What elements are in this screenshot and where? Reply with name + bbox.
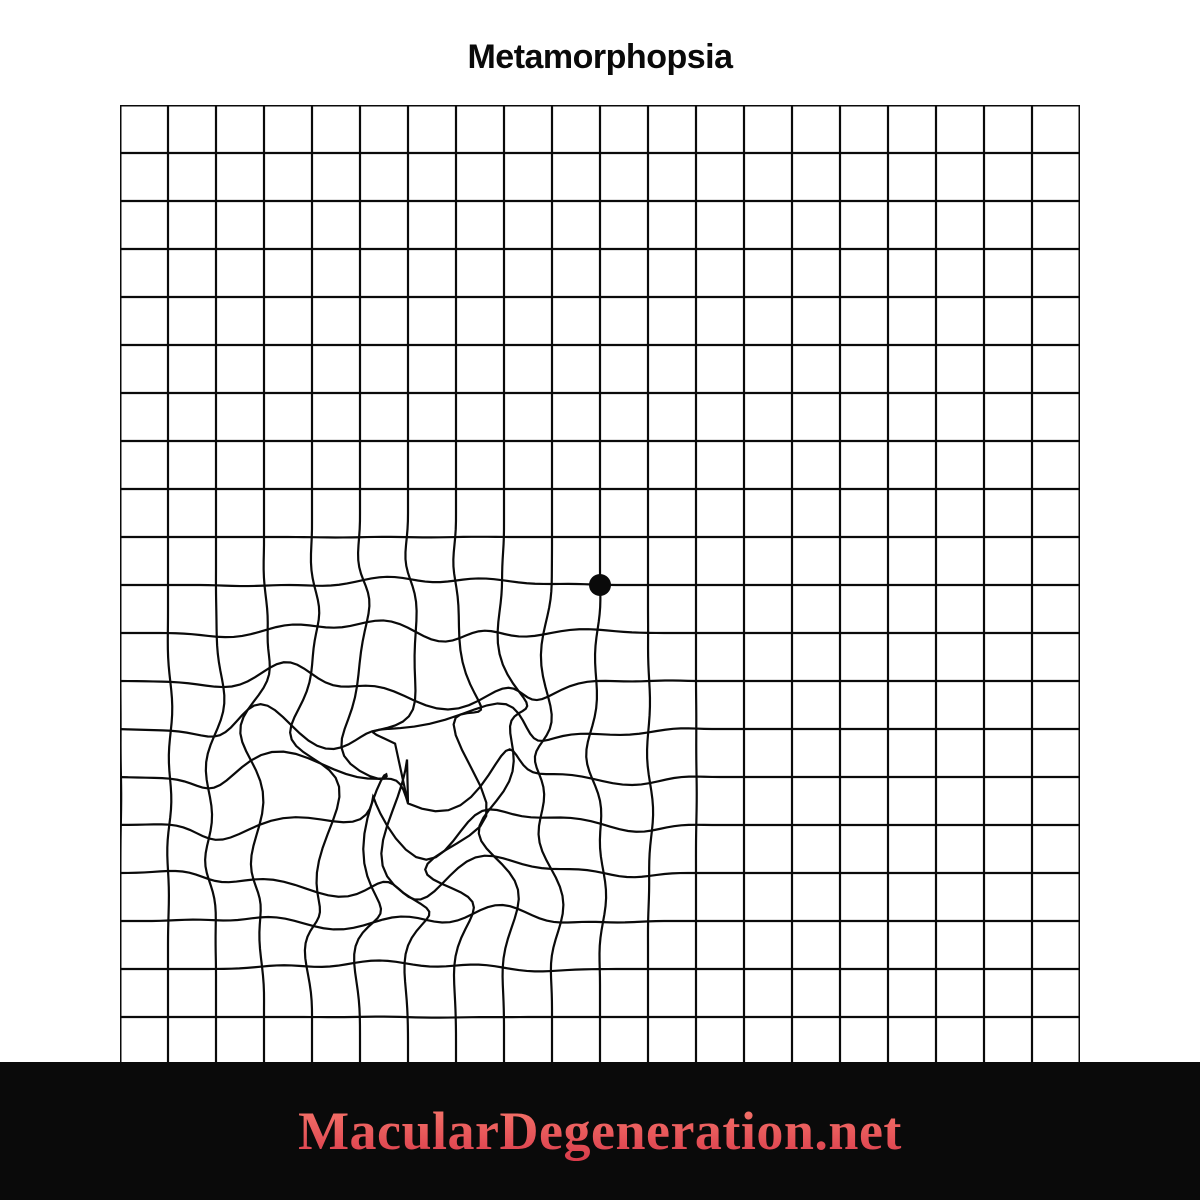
- footer-bar: MacularDegeneration.net: [0, 1062, 1200, 1200]
- page-title: Metamorphopsia: [467, 38, 732, 77]
- amsler-grid: [120, 105, 1080, 1065]
- amsler-grid-container: [120, 105, 1080, 1070]
- grid-line-vertical: [696, 105, 697, 1065]
- fixation-dot: [589, 574, 611, 596]
- grid-line-vertical: [120, 105, 121, 1065]
- footer-brand-text: MacularDegeneration.net: [298, 1100, 902, 1162]
